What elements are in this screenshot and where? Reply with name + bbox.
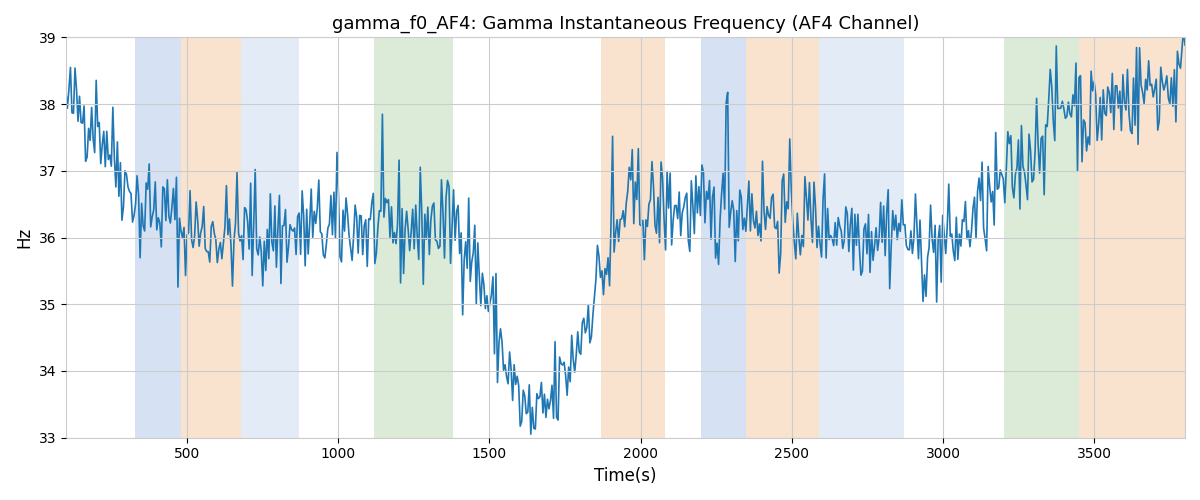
- Bar: [601, 38, 665, 438]
- X-axis label: Time(s): Time(s): [594, 467, 656, 485]
- Bar: [820, 38, 904, 438]
- Title: gamma_f0_AF4: Gamma Instantaneous Frequency (AF4 Channel): gamma_f0_AF4: Gamma Instantaneous Freque…: [331, 15, 919, 34]
- Bar: [701, 38, 746, 438]
- Bar: [241, 38, 299, 438]
- Y-axis label: Hz: Hz: [16, 227, 34, 248]
- Bar: [374, 38, 454, 438]
- Bar: [1003, 38, 1079, 438]
- Bar: [746, 38, 820, 438]
- Bar: [181, 38, 241, 438]
- Bar: [1079, 38, 1186, 438]
- Bar: [136, 38, 181, 438]
